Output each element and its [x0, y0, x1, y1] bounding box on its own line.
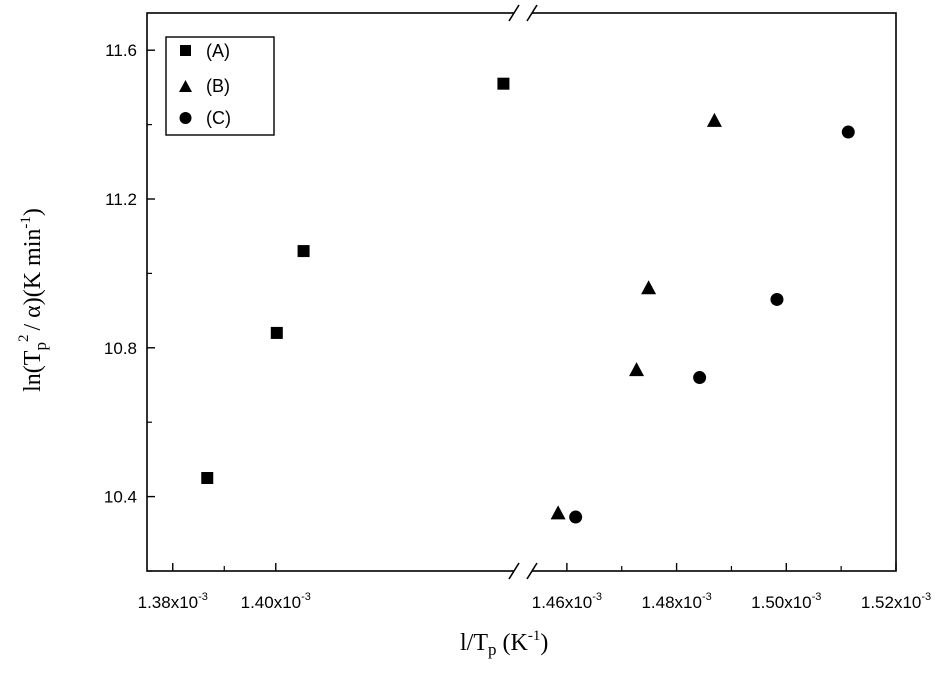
axis-break-gap-bottom	[514, 561, 532, 581]
axis-break-slash-top	[508, 4, 520, 22]
x-tick-label: 1.40x10-3	[241, 591, 311, 612]
axis-break-slash-bottom	[508, 562, 520, 580]
series-c	[569, 125, 855, 524]
legend-marker-a	[180, 45, 191, 56]
axis-break-gap-top	[514, 3, 532, 23]
y-tick-label: 11.6	[105, 41, 137, 60]
legend-label-b: (B)	[206, 76, 230, 96]
series-a	[201, 77, 510, 484]
x-tick-label: 1.38x10-3	[138, 591, 208, 612]
data-point-square	[297, 245, 310, 258]
data-point-square	[270, 326, 283, 339]
data-point-triangle	[629, 362, 645, 377]
legend-marker-c	[179, 112, 192, 124]
data-point-circle	[693, 371, 707, 385]
y-tick-label: 11.2	[105, 190, 137, 209]
y-axis-title: ln(Tp2/ α)(K min-1)	[16, 208, 50, 392]
data-point-triangle	[706, 112, 722, 127]
axis-break-slash-top	[526, 4, 538, 22]
data-point-square	[201, 472, 214, 484]
data-point-circle	[770, 292, 784, 306]
data-point-triangle	[641, 280, 657, 295]
legend-marker-b	[179, 80, 192, 92]
data-points	[201, 77, 855, 524]
x-tick-label: 1.50x10-3	[751, 591, 821, 612]
legend: (A) (B) (C)	[165, 36, 275, 136]
series-b	[550, 112, 722, 520]
axis-ticks: 10.4 10.8 11.2 11.6 1.38x10-3 1.40x10-3 1.46x1…	[104, 41, 931, 612]
data-point-triangle	[550, 505, 566, 520]
plot-area	[146, 3, 897, 581]
x-tick-label: 1.46x10-3	[532, 591, 602, 612]
data-point-circle	[569, 510, 583, 524]
data-point-circle	[841, 125, 855, 139]
legend-label-a: (A)	[206, 41, 230, 61]
data-point-square	[497, 77, 510, 90]
legend-label-c: (C)	[206, 108, 231, 128]
axis-break-slash-bottom	[526, 562, 538, 580]
y-tick-label: 10.8	[104, 339, 137, 358]
y-tick-label: 10.4	[104, 488, 137, 507]
x-axis-title: l/Tp (K-1)	[460, 628, 548, 659]
x-tick-label: 1.48x10-3	[641, 591, 711, 612]
x-tick-label: 1.52x10-3	[861, 591, 931, 612]
